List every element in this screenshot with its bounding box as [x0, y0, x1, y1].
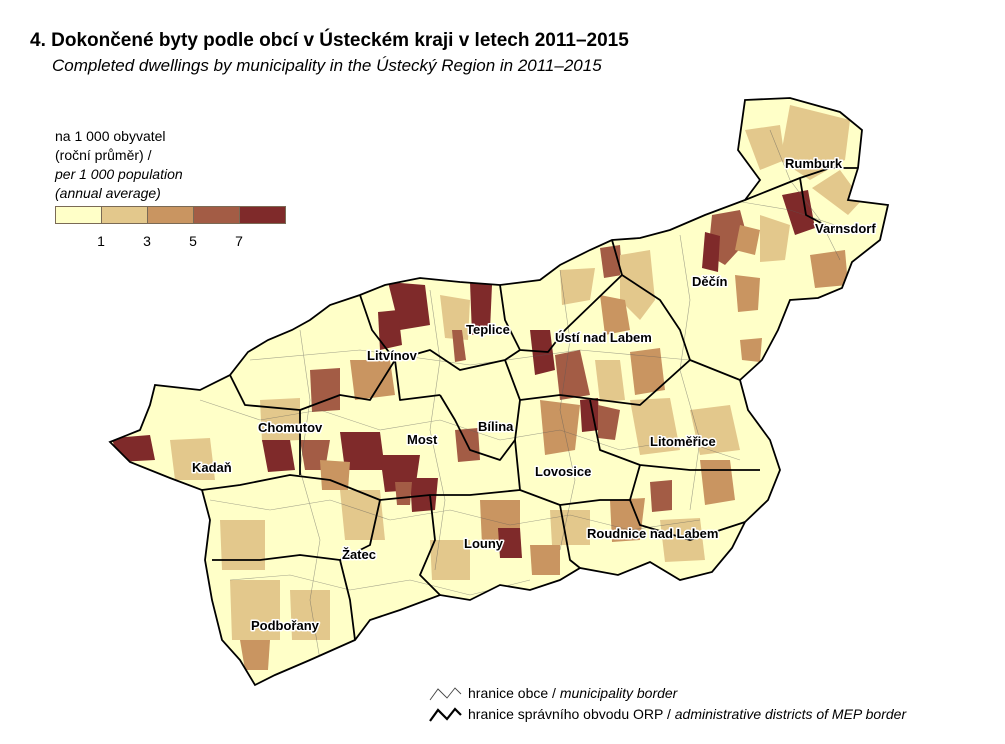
- legend-tick-1: 1: [97, 233, 105, 249]
- legend-line-3: per 1 000 population: [55, 166, 183, 182]
- title-english: Completed dwellings by municipality in t…: [52, 56, 602, 75]
- label-kadan: Kadaň: [192, 460, 232, 475]
- label-usti-nad-labem: Ústí nad Labem: [555, 330, 652, 345]
- thin-border-icon: [429, 687, 462, 701]
- title-czech: 4. Dokončené byty podle obcí v Ústeckém …: [30, 30, 629, 51]
- label-litvinov: Litvínov: [367, 348, 418, 363]
- legend-swatch-5: [239, 206, 286, 224]
- label-teplice: Teplice: [466, 322, 510, 337]
- label-louny: Louny: [464, 536, 504, 551]
- label-roudnice-nad-labem: Roudnice nad Labem: [587, 526, 718, 541]
- municipality-border-label-en: municipality border: [559, 685, 678, 701]
- legend-swatch-2: [101, 206, 148, 224]
- legend-swatch-3: [147, 206, 194, 224]
- legend-color-scale: [55, 206, 286, 224]
- legend-line-2: (roční průměr) /: [55, 147, 152, 163]
- legend-tick-4: 7: [235, 233, 243, 249]
- label-lovosice: Lovosice: [535, 464, 591, 479]
- district-borders: [201, 167, 871, 641]
- label-litomerice: Litoměřice: [650, 434, 716, 449]
- legend-ticks: 1 3 5 7: [55, 233, 285, 251]
- municipality-patches: [112, 105, 862, 670]
- label-podborany: Podbořany: [251, 618, 320, 633]
- label-bilina: Bílina: [478, 419, 514, 434]
- district-labels: Rumburk Varnsdorf Děčín Teplice Ústí nad…: [191, 155, 878, 635]
- district-border-label-cs: hranice správního obvodu ORP /: [468, 706, 675, 722]
- legend-tick-3: 5: [189, 233, 197, 249]
- district-border-label-en: administrative districts of MEP border: [674, 706, 907, 722]
- legend-tick-2: 3: [143, 233, 151, 249]
- label-zatec: Žatec: [342, 547, 376, 562]
- municipality-border-label-cs: hranice obce /: [468, 685, 560, 701]
- label-chomutov: Chomutov: [258, 420, 323, 435]
- legend-line-1: na 1 000 obyvatel: [55, 128, 166, 144]
- label-rumburk: Rumburk: [785, 156, 843, 171]
- color-legend: na 1 000 obyvatel (roční průměr) / per 1…: [55, 127, 295, 203]
- label-varnsdorf: Varnsdorf: [815, 221, 876, 236]
- thick-border-icon: [429, 707, 462, 722]
- label-most: Most: [407, 432, 438, 447]
- municipality-borders: [199, 129, 851, 661]
- legend-swatch-1: [55, 206, 102, 224]
- label-decin: Děčín: [692, 274, 727, 289]
- legend-swatch-4: [193, 206, 240, 224]
- legend-line-4: (annual average): [55, 185, 161, 201]
